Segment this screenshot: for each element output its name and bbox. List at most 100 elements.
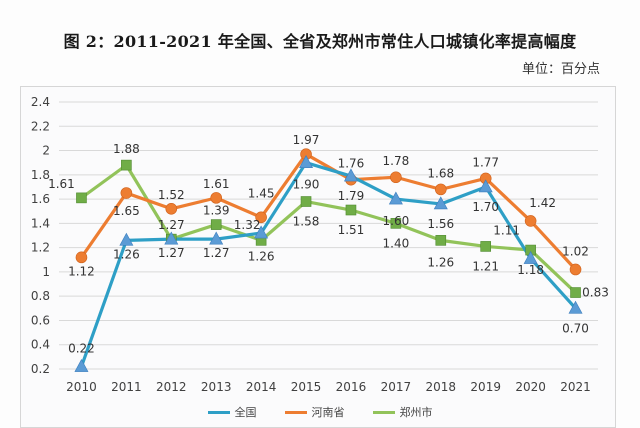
data-point-triangle bbox=[74, 358, 89, 372]
data-label: 1.02 bbox=[562, 244, 589, 258]
x-tick-label: 2016 bbox=[336, 380, 367, 394]
y-tick-label: 2.2 bbox=[31, 119, 50, 133]
y-tick-label: 0.2 bbox=[31, 362, 50, 376]
data-label: 0.70 bbox=[562, 321, 589, 335]
data-label: 0.83 bbox=[582, 286, 609, 300]
x-tick-label: 2017 bbox=[381, 380, 412, 394]
x-tick-label: 2015 bbox=[291, 380, 322, 394]
data-point-square bbox=[570, 287, 581, 298]
data-label: 1.61 bbox=[48, 177, 75, 191]
data-point-circle bbox=[210, 192, 223, 204]
legend-label-zhengzhou: 郑州市 bbox=[399, 406, 433, 419]
data-label: 1.61 bbox=[203, 177, 230, 191]
data-point-square bbox=[76, 192, 87, 204]
data-label: 0.22 bbox=[68, 342, 95, 356]
data-point-square bbox=[121, 159, 132, 171]
data-label: 1.56 bbox=[427, 217, 454, 231]
y-tick-label: 0.4 bbox=[31, 338, 50, 352]
data-point-triangle bbox=[388, 191, 403, 205]
data-point-square bbox=[435, 235, 447, 246]
y-tick-label: 2.4 bbox=[31, 95, 50, 109]
x-tick-label: 2011 bbox=[111, 380, 142, 394]
data-label: 1.26 bbox=[248, 249, 275, 263]
x-tick-label: 2014 bbox=[246, 380, 277, 394]
data-label: 1.18 bbox=[517, 263, 544, 277]
data-label: 1.76 bbox=[338, 157, 365, 171]
data-label: 1.78 bbox=[383, 154, 410, 168]
data-label: 1.27 bbox=[158, 246, 185, 260]
y-tick-label: 0.6 bbox=[31, 313, 50, 327]
legend-label-henan: 河南省 bbox=[311, 406, 345, 419]
y-tick-label: 1.6 bbox=[31, 192, 50, 206]
data-label: 1.79 bbox=[338, 189, 365, 203]
legend-item-zhengzhou: 郑州市 bbox=[372, 405, 433, 419]
data-label: 1.60 bbox=[383, 214, 410, 228]
x-tick-label: 2019 bbox=[470, 380, 501, 394]
data-label: 1.26 bbox=[113, 247, 140, 261]
data-point-square bbox=[210, 219, 222, 230]
data-label: 1.51 bbox=[338, 223, 365, 237]
legend: 全国 河南省 郑州市 bbox=[0, 405, 640, 419]
y-tick-label: 1.8 bbox=[31, 168, 50, 182]
data-point-triangle bbox=[119, 232, 134, 246]
data-label: 1.45 bbox=[248, 186, 275, 200]
data-point-triangle bbox=[209, 231, 224, 245]
data-point-triangle bbox=[254, 225, 269, 239]
series-line-1 bbox=[80, 152, 577, 271]
x-tick-label: 2021 bbox=[560, 380, 591, 394]
data-point-circle bbox=[390, 171, 402, 184]
series-line-2 bbox=[80, 163, 577, 294]
data-label: 1.52 bbox=[158, 188, 185, 202]
y-tick-label: 1.4 bbox=[31, 216, 50, 230]
legend-swatch-zhengzhou bbox=[372, 410, 395, 414]
x-tick-label: 2020 bbox=[515, 380, 546, 394]
y-tick-label: 1.2 bbox=[31, 241, 50, 255]
y-axis-ticks: 0.2 0.4 0.6 0.8 1 1.2 1.4 1.6 1.8 2 2.2 2.4 bbox=[31, 95, 50, 376]
data-point-circle bbox=[569, 263, 582, 276]
data-label: 1.88 bbox=[113, 142, 140, 156]
x-axis-ticks: 2010 2011 2012 2013 2014 2015 2016 2017 2018 2019… bbox=[66, 380, 591, 394]
legend-swatch-national bbox=[207, 410, 230, 414]
unit-label: 单位：百分点 bbox=[521, 62, 600, 77]
line-chart: 0.20.40.60.811.21.41.61.822.22.4 2010 201… bbox=[31, 95, 609, 394]
data-label: 1.70 bbox=[472, 200, 499, 214]
x-tick-label: 2010 bbox=[66, 380, 97, 394]
data-label: 1.27 bbox=[158, 218, 185, 232]
series-markers bbox=[74, 148, 583, 372]
data-point-triangle bbox=[299, 155, 314, 168]
data-labels: 0.22 1.26 1.27 1.27 1.32 1.90 1.79 1.60 1.56 1.70… bbox=[48, 133, 609, 355]
data-label: 1.40 bbox=[383, 236, 410, 250]
data-point-circle bbox=[434, 183, 447, 196]
data-label: 1.32 bbox=[234, 218, 261, 232]
data-label: 1.11 bbox=[493, 224, 520, 238]
data-label: 1.97 bbox=[293, 133, 320, 147]
legend-label-national: 全国 bbox=[234, 406, 257, 419]
data-point-circle bbox=[255, 211, 267, 224]
x-tick-label: 2012 bbox=[156, 380, 187, 394]
data-point-circle bbox=[120, 187, 133, 199]
y-tick-label: 1 bbox=[42, 265, 50, 279]
y-tick-label: 2 bbox=[42, 144, 50, 158]
series-lines bbox=[79, 152, 577, 368]
legend-item-henan: 河南省 bbox=[284, 405, 345, 419]
data-point-circle bbox=[524, 215, 537, 227]
data-label: 1.21 bbox=[472, 259, 499, 273]
data-point-triangle bbox=[343, 168, 358, 182]
data-label: 1.27 bbox=[203, 246, 230, 260]
series-line-0 bbox=[79, 161, 577, 368]
data-point-triangle bbox=[164, 231, 179, 245]
data-label: 1.68 bbox=[427, 166, 454, 180]
x-tick-label: 2013 bbox=[201, 380, 232, 394]
data-label: 1.42 bbox=[529, 196, 556, 210]
data-point-square bbox=[480, 241, 492, 252]
data-point-triangle bbox=[568, 300, 583, 314]
data-label: 1.77 bbox=[472, 155, 499, 169]
data-label: 1.58 bbox=[293, 215, 320, 229]
data-point-circle bbox=[165, 203, 178, 215]
legend-item-national: 全国 bbox=[207, 405, 257, 419]
data-point-triangle bbox=[523, 250, 538, 264]
data-label: 1.39 bbox=[203, 204, 230, 218]
data-point-circle bbox=[75, 251, 88, 264]
data-label: 1.26 bbox=[427, 255, 454, 269]
data-label: 1.12 bbox=[68, 264, 95, 278]
